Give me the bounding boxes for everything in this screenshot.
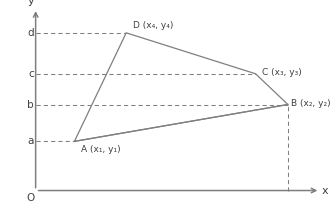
Text: A (x₁, y₁): A (x₁, y₁): [81, 145, 120, 154]
Text: x: x: [322, 186, 328, 196]
Text: D (x₄, y₄): D (x₄, y₄): [133, 21, 173, 30]
Text: b: b: [27, 99, 34, 110]
Text: c: c: [28, 69, 34, 79]
Text: a: a: [28, 136, 34, 146]
Text: B (x₂, y₂): B (x₂, y₂): [291, 99, 330, 108]
Text: C (x₃, y₃): C (x₃, y₃): [262, 68, 302, 77]
Text: d: d: [27, 28, 34, 38]
Text: y: y: [27, 0, 34, 6]
Text: O: O: [27, 193, 35, 203]
